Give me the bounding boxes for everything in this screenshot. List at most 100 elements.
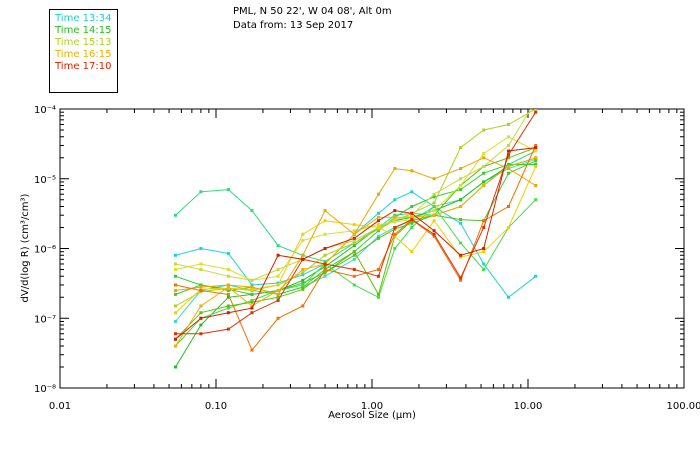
data-point: [534, 109, 538, 111]
data-point: [507, 153, 511, 157]
data-point: [276, 283, 280, 287]
data-point: [459, 241, 463, 245]
data-point: [432, 177, 436, 181]
y-tick-labels: 10⁻⁸ 10⁻⁷ 10⁻⁶ 10⁻⁵ 10⁻⁴: [34, 105, 56, 395]
data-point: [507, 171, 511, 175]
x-tick-labels: 0.01 0.10 1.00 10.00 100.00: [49, 401, 700, 412]
data-point: [376, 229, 380, 233]
data-point: [226, 285, 230, 289]
data-point: [173, 332, 177, 336]
data-point: [276, 244, 280, 248]
data-point: [352, 232, 356, 236]
data-point: [323, 247, 327, 250]
data-point: [301, 281, 305, 285]
data-point: [199, 332, 203, 336]
data-point: [226, 304, 230, 308]
data-point: [226, 311, 230, 315]
data-point: [199, 190, 203, 194]
data-point: [301, 232, 305, 236]
data-point: [173, 213, 177, 217]
data-point: [323, 219, 327, 223]
data-point: [173, 344, 177, 348]
data-point: [376, 292, 380, 296]
data-point: [432, 195, 436, 199]
data-point: [250, 348, 254, 352]
data-point: [432, 213, 436, 217]
series-line: [175, 111, 537, 335]
y-tick-label: 10⁻⁴: [34, 105, 56, 116]
data-point: [534, 157, 538, 161]
legend-item: Time 14:15: [55, 25, 112, 36]
data-point: [301, 304, 305, 308]
data-point: [352, 229, 356, 233]
data-point: [534, 184, 538, 188]
data-point: [507, 167, 511, 171]
data-point: [323, 262, 327, 266]
data-point: [534, 159, 538, 163]
data-point: [352, 236, 356, 240]
data-point: [352, 267, 356, 271]
data-point: [432, 205, 436, 209]
data-point: [459, 276, 463, 280]
data-point: [301, 285, 305, 289]
series-line: [175, 191, 537, 299]
data-point: [410, 215, 414, 219]
data-point: [376, 236, 380, 240]
data-point: [301, 253, 305, 257]
data-point: [534, 146, 538, 150]
series-line: [175, 109, 532, 281]
data-point: [534, 110, 538, 114]
data-point: [276, 281, 280, 285]
data-point: [432, 219, 436, 223]
data-point: [376, 274, 380, 278]
data-point: [376, 223, 380, 227]
data-point: [459, 167, 463, 171]
data-point: [301, 283, 305, 287]
data-point: [276, 292, 280, 296]
data-point: [376, 267, 380, 271]
data-point: [482, 226, 486, 230]
data-point: [459, 205, 463, 209]
data-point: [173, 292, 177, 296]
data-point: [410, 221, 414, 225]
data-point: [301, 271, 305, 275]
data-point: [482, 184, 486, 188]
data-point: [482, 219, 486, 223]
data-point: [410, 169, 414, 173]
data-point: [376, 215, 380, 219]
data-point: [276, 298, 280, 302]
data-point: [226, 295, 230, 299]
data-point: [226, 283, 230, 287]
data-point: [323, 209, 327, 213]
y-axis-label: dV/d(log R) (cm³/cm³): [20, 193, 31, 302]
data-point: [459, 184, 463, 188]
series-line: [175, 145, 537, 352]
data-point: [301, 257, 305, 261]
data-point: [250, 306, 254, 310]
data-point: [534, 149, 538, 153]
x-tick-label: 10.00: [514, 401, 543, 412]
data-point: [173, 253, 177, 257]
data-point: [199, 288, 203, 292]
data-point: [250, 278, 254, 282]
data-point: [482, 164, 486, 168]
series-layer: [173, 109, 538, 369]
data-point: [482, 180, 486, 184]
data-point: [534, 163, 538, 167]
data-point: [173, 274, 177, 278]
data-point: [323, 267, 327, 271]
data-point: [432, 201, 436, 205]
data-point: [459, 146, 463, 150]
data-point: [507, 163, 511, 167]
data-point: [507, 156, 511, 160]
y-tick-label: 10⁻⁵: [34, 175, 56, 186]
data-point: [376, 211, 380, 215]
data-point: [393, 226, 397, 230]
data-point: [173, 311, 177, 315]
data-point: [199, 267, 203, 271]
series-line: [175, 147, 536, 340]
data-point: [173, 288, 177, 292]
data-point: [173, 365, 177, 369]
x-tick-label: 0.10: [205, 401, 227, 412]
legend-item: Time 15:13: [55, 37, 112, 48]
